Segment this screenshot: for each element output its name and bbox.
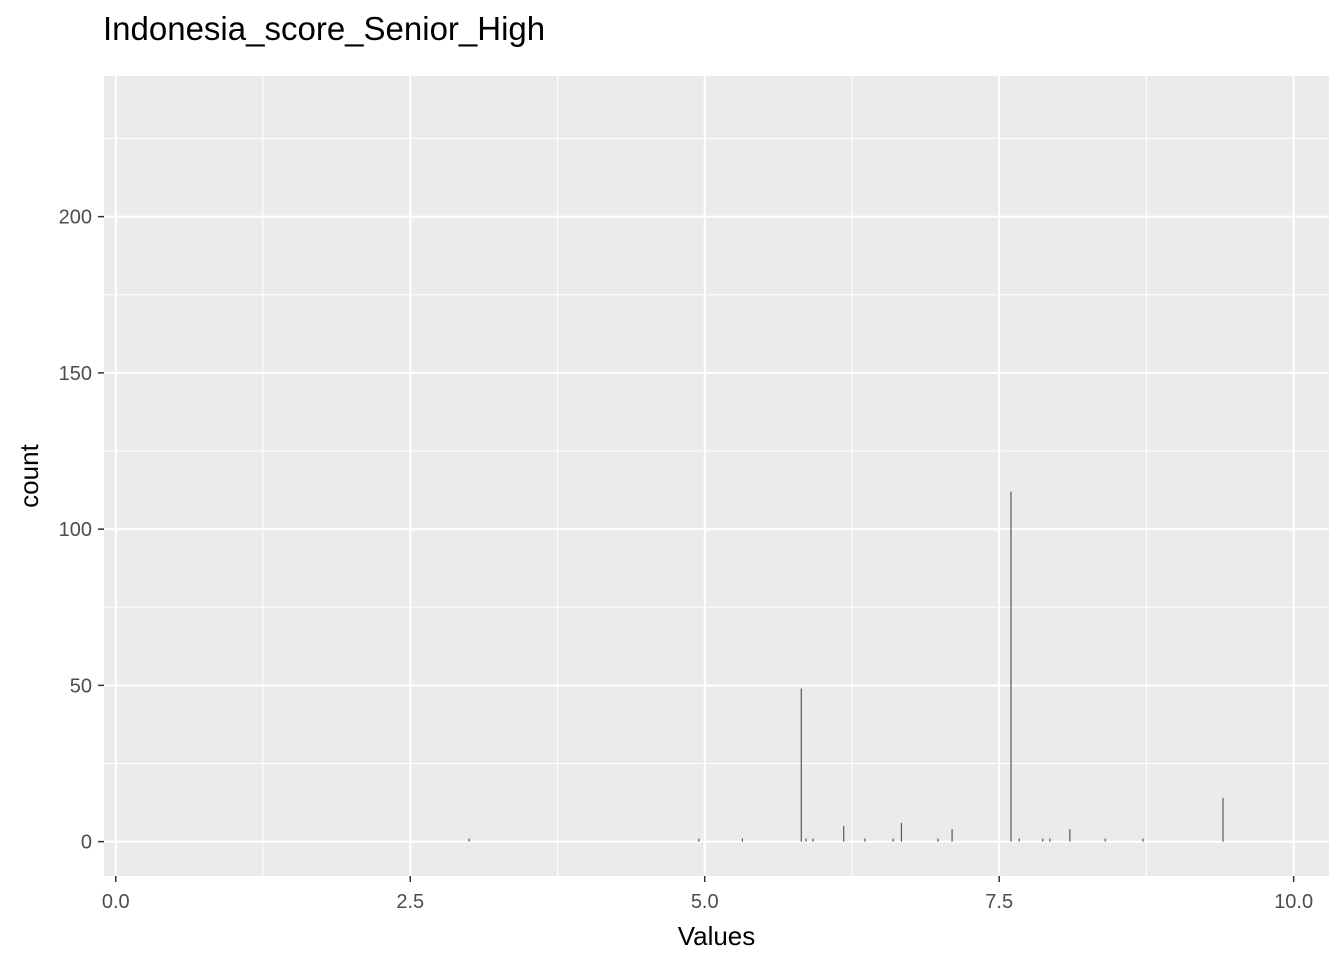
x-axis-title: Values — [678, 921, 756, 951]
minor-gridlines — [104, 76, 1329, 876]
x-tick-label: 2.5 — [396, 891, 424, 913]
x-tick-label: 10.0 — [1274, 891, 1313, 913]
histogram-bar — [698, 838, 700, 842]
histogram-bar — [1042, 838, 1044, 842]
y-axis-title: count — [14, 443, 44, 507]
y-tick-label: 100 — [59, 519, 92, 541]
histogram-bar — [1222, 797, 1224, 842]
x-tick-label: 0.0 — [102, 891, 130, 913]
x-tick-label: 5.0 — [691, 891, 719, 913]
histogram-bar — [892, 838, 894, 842]
histogram-bar — [951, 829, 953, 842]
major-gridlines — [104, 76, 1329, 876]
y-axis: 0 50 100 150 200 — [59, 207, 104, 854]
histogram-bar — [800, 688, 802, 842]
histogram-bar — [864, 838, 866, 842]
histogram-bar — [937, 838, 939, 842]
histogram-bar — [1049, 838, 1051, 842]
histogram-bar — [1104, 838, 1106, 842]
y-tick-label: 150 — [59, 363, 92, 385]
y-tick-label: 0 — [81, 832, 92, 854]
histogram-bar — [741, 838, 744, 842]
histogram-bar — [812, 838, 814, 842]
histogram-bar — [1018, 838, 1020, 842]
plot-panel — [104, 76, 1329, 876]
y-tick-label: 200 — [59, 207, 92, 229]
y-tick-label: 50 — [70, 675, 92, 697]
x-axis: 0.0 2.5 5.0 7.5 10.0 — [102, 876, 1313, 913]
histogram-bar — [900, 822, 903, 842]
histogram-bar — [1069, 829, 1071, 842]
histogram-bar — [468, 838, 470, 842]
histogram-bar — [843, 826, 845, 842]
histogram-bar — [1142, 838, 1144, 842]
chart-title: Indonesia_score_Senior_High — [103, 10, 546, 47]
histogram-bars — [468, 491, 1224, 842]
histogram-bar — [805, 838, 807, 842]
x-tick-label: 7.5 — [985, 891, 1013, 913]
histogram-bar — [1010, 491, 1012, 842]
